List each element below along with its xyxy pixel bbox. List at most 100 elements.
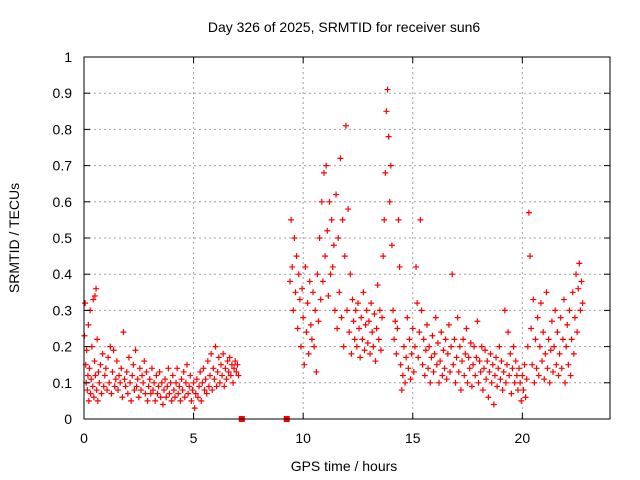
data-point [364,339,371,346]
y-tick-label: 0.4 [53,266,73,282]
data-point [193,376,200,383]
data-point [359,336,366,343]
data-point [361,347,368,354]
data-point [518,397,525,404]
data-point [156,368,163,375]
data-point [86,365,93,372]
data-point [400,343,407,350]
data-point [476,358,483,365]
data-point [85,321,92,328]
data-point [326,198,333,205]
data-point [317,296,324,303]
data-point [433,361,440,368]
data-point [205,383,212,390]
data-point [346,329,353,336]
data-point [367,350,374,357]
data-point [471,343,478,350]
data-point [416,329,423,336]
data-point [328,216,335,223]
data-point [89,383,96,390]
data-point [314,271,321,278]
y-tick-label: 0.1 [53,375,73,391]
data-point [360,289,367,296]
data-point [323,162,330,169]
data-point [137,387,144,394]
data-point [396,263,403,270]
x-tick-labels: 0 5 10 15 20 [80,430,530,446]
data-point [512,358,519,365]
data-point [130,361,137,368]
data-point [475,379,482,386]
data-point [456,343,463,350]
data-point [295,271,302,278]
data-point [148,365,155,372]
data-point [85,397,92,404]
data-point [340,343,347,350]
data-point [399,372,406,379]
data-point [525,209,532,216]
data-point [348,350,355,357]
data-point [301,361,308,368]
data-point [307,321,314,328]
data-point [152,397,159,404]
data-point [553,361,560,368]
data-point [219,372,226,379]
data-point [397,361,404,368]
data-point [497,376,504,383]
data-point [514,387,521,394]
data-point [226,354,233,361]
data-point [124,390,131,397]
data-point [96,379,103,386]
data-point [409,325,416,332]
data-point [200,365,207,372]
data-point [552,307,559,314]
data-point [105,354,112,361]
data-point [178,376,185,383]
data-point [104,387,111,394]
data-point [294,325,301,332]
data-point [494,383,501,390]
data-point [395,216,402,223]
data-point [145,383,152,390]
data-point [394,325,401,332]
data-point [297,343,304,350]
data-point [350,318,357,325]
data-point [133,383,140,390]
data-point [136,365,143,372]
data-point [445,321,452,328]
data-point [517,379,524,386]
data-point [537,300,544,307]
data-point [83,347,90,354]
data-point [482,347,489,354]
data-point [544,365,551,372]
data-point [520,387,527,394]
data-point [548,318,555,325]
data-point [442,336,449,343]
data-point [143,368,150,375]
data-point [534,314,541,321]
data-point [547,347,554,354]
data-point [415,354,422,361]
data-point [90,394,97,401]
data-point [379,314,386,321]
data-point [223,376,230,383]
data-point [466,365,473,372]
data-point [491,372,498,379]
data-point [568,336,575,343]
data-point [128,397,135,404]
data-point [214,368,221,375]
data-point [461,372,468,379]
data-point [190,379,197,386]
data-point [351,336,358,343]
data-point [330,242,337,249]
data-point [203,390,210,397]
data-point [166,390,173,397]
data-point [470,361,477,368]
data-point [290,307,297,314]
data-point [184,361,191,368]
data-point [455,368,462,375]
data-point [215,354,222,361]
data-point [353,343,360,350]
data-point [120,329,127,336]
x-tick-label: 15 [405,430,421,446]
